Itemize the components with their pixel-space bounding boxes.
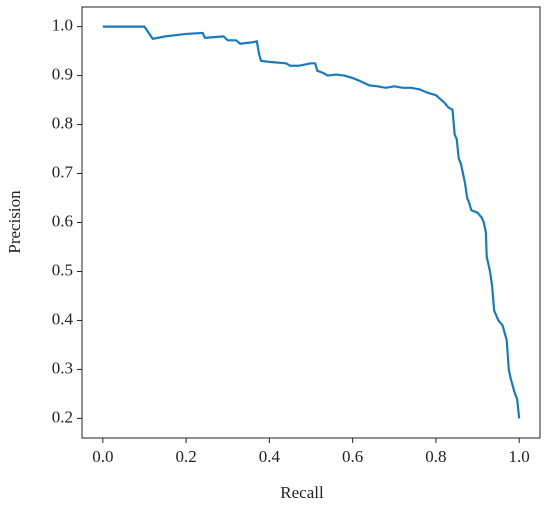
x-tick-label: 0.4	[259, 447, 281, 466]
y-tick-label: 0.7	[52, 162, 74, 181]
y-tick-label: 0.5	[52, 260, 73, 279]
y-tick-label: 1.0	[52, 15, 73, 34]
y-axis-label: Precision	[5, 190, 24, 254]
y-tick-label: 0.6	[52, 211, 73, 230]
y-tick-label: 0.4	[52, 309, 74, 328]
plot-frame	[81, 6, 541, 439]
pr-curve	[102, 25, 521, 419]
x-tick-label: 0.8	[425, 447, 446, 466]
y-tick-label: 0.3	[52, 358, 73, 377]
x-tick-label: 0.6	[342, 447, 363, 466]
y-tick-label: 0.8	[52, 113, 73, 132]
x-axis-label: Recall	[280, 483, 324, 502]
x-tick-label: 1.0	[509, 447, 530, 466]
y-tick-label: 0.2	[52, 407, 73, 426]
x-tick-label: 0.2	[175, 447, 196, 466]
y-tick-label: 0.9	[52, 64, 73, 83]
x-tick-label: 0.0	[92, 447, 113, 466]
